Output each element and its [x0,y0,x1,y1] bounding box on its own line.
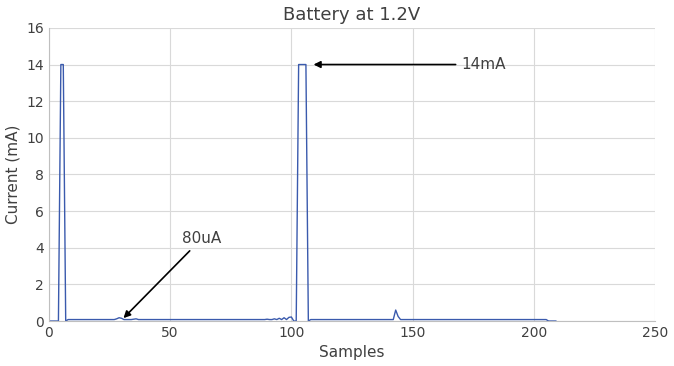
Y-axis label: Current (mA): Current (mA) [5,125,20,224]
Text: 14mA: 14mA [315,57,506,72]
X-axis label: Samples: Samples [319,346,385,361]
Text: 80uA: 80uA [125,231,222,317]
Title: Battery at 1.2V: Battery at 1.2V [283,5,421,23]
